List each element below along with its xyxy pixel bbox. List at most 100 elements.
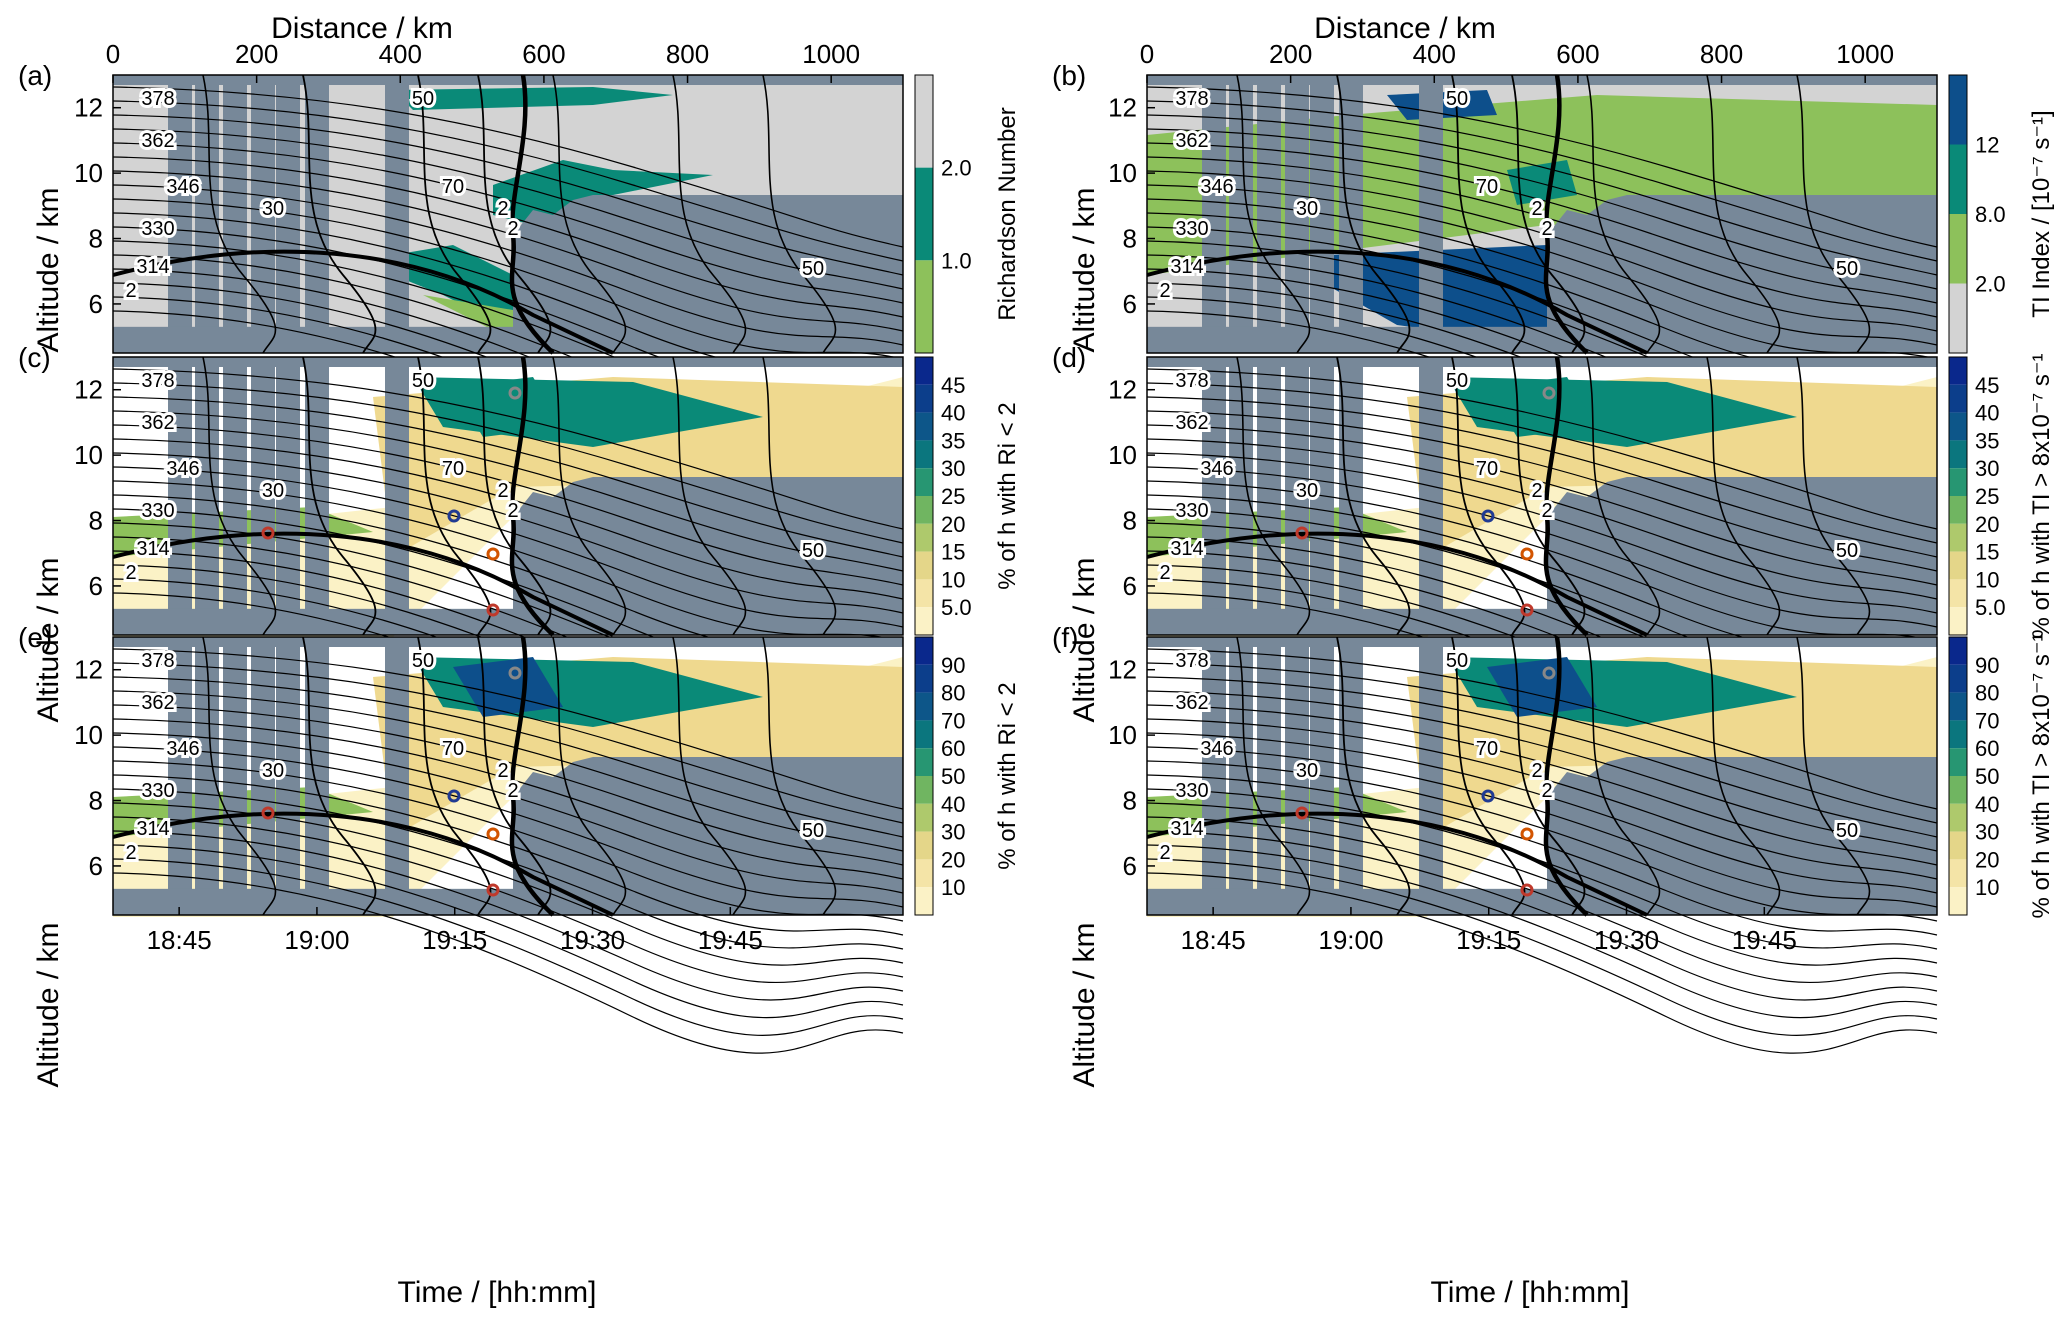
colorbar-tick-label: 25 [1975, 484, 1999, 509]
masked-top [1147, 75, 1937, 85]
colorbar-tick-label: 20 [1975, 512, 1999, 537]
x-top-tick-label: 1000 [1836, 39, 1894, 69]
y-tick-label: 10 [1108, 720, 1137, 750]
contour-label: 2 [1531, 198, 1542, 220]
y-tick-label: 6 [89, 289, 103, 319]
contour-label: 50 [1446, 370, 1468, 392]
isentrope-line [112, 466, 904, 628]
isentrope-line [112, 648, 904, 810]
isentrope-line [112, 662, 904, 824]
wind-contour-2 [1451, 636, 1526, 916]
colorbar-frame [1948, 74, 1968, 354]
y-tick-label: 6 [1123, 289, 1137, 319]
colorbar-tick-label: 10 [941, 567, 965, 592]
contour-label: 2 [1159, 280, 1170, 302]
colorbar-label: TI Index / [10⁻⁷ s⁻¹] [2028, 110, 2055, 317]
contour-label: 70 [442, 738, 464, 760]
wind-contour-1 [1336, 74, 1411, 354]
pv-2-line [112, 811, 614, 917]
x-top-tick-label: 800 [1700, 39, 1743, 69]
masked-ground [113, 608, 513, 635]
x-top-tick-label: 600 [522, 39, 565, 69]
y-tick-label: 8 [89, 786, 103, 816]
x-top-tick-label: 200 [1269, 39, 1312, 69]
masked-column [1310, 647, 1334, 915]
colorbar-tick-label: 90 [941, 653, 965, 678]
contour-label: 346 [166, 176, 199, 198]
colorbar-tick-label: 80 [941, 681, 965, 706]
masked-column [1257, 85, 1281, 353]
isentrope-line [112, 788, 904, 950]
wind-contour-3 [1511, 356, 1586, 636]
wind-contour-1 [1336, 636, 1411, 916]
contour-label: 50 [1836, 258, 1858, 280]
colorbar-segment [915, 579, 933, 608]
isentrope-line [112, 690, 904, 852]
contour-label: 2 [1541, 218, 1552, 240]
masked-column [276, 85, 300, 353]
x-bottom-tick-label: 19:30 [1594, 925, 1659, 955]
colorbar-segment [915, 720, 933, 749]
isentrope-line [1146, 170, 1938, 332]
wind-contour-0 [202, 356, 277, 636]
contour-label: 314 [136, 538, 169, 560]
wind-contour-2 [417, 74, 492, 354]
wind-contour-3 [477, 356, 552, 636]
isentrope-line [1146, 128, 1938, 290]
isentrope-line [1146, 676, 1938, 838]
wind-contour-4 [552, 356, 627, 636]
contour-label: 330 [1175, 218, 1208, 240]
isentrope-line [1146, 858, 1938, 1036]
field-patch [393, 87, 673, 110]
marker-point [486, 603, 500, 617]
x-top-tick-label: 200 [235, 39, 278, 69]
masked-column [1285, 647, 1309, 915]
colorbar-frame [1948, 356, 1968, 636]
masked-region [1547, 757, 1937, 915]
contour-label: 30 [1296, 760, 1318, 782]
colorbar-segment [1949, 214, 1967, 284]
wind-contour-3 [1511, 636, 1586, 916]
masked-column [1310, 367, 1334, 635]
colorbar-segment [1949, 468, 1967, 496]
y-tick-label: 8 [89, 224, 103, 254]
contour-label: 50 [802, 258, 824, 280]
y-axis-label-f: Altitude / km [1068, 922, 1101, 1087]
marker-point [261, 526, 275, 540]
contour-label: 314 [1170, 818, 1203, 840]
colorbar-segment [1949, 144, 1967, 214]
x-bottom-tick-label: 19:45 [1732, 925, 1797, 955]
isentrope-line [1146, 410, 1938, 572]
contour-label: 2 [1531, 480, 1542, 502]
isentrope-line [112, 396, 904, 558]
contour-label: 378 [1175, 370, 1208, 392]
colorbar-frame [1948, 636, 1968, 916]
colorbar-segment [1949, 887, 1967, 915]
masked-region [513, 757, 903, 915]
wind-contour-6 [762, 74, 837, 354]
panel-letter: (c) [18, 342, 51, 373]
marker-point [508, 666, 522, 680]
marker-point [508, 386, 522, 400]
pv-2-line [1146, 531, 1648, 637]
contour-label: 378 [141, 370, 174, 392]
y-tick-label: 6 [89, 571, 103, 601]
colorbar-tick-label: 15 [941, 540, 965, 565]
isentrope-line [112, 872, 904, 1054]
marker-point [1542, 386, 1556, 400]
masked-column [223, 367, 247, 635]
y-axis-label-a: Altitude / km [32, 187, 65, 352]
y-tick-label: 12 [74, 375, 103, 405]
contour-label: 2 [507, 218, 518, 240]
x-top-tick-label: 0 [1140, 39, 1154, 69]
colorbar-segment [915, 607, 933, 635]
colorbar-tick-label: 20 [941, 847, 965, 872]
isentrope-line [1146, 452, 1938, 614]
x-top-tick-label: 1000 [802, 39, 860, 69]
colorbar-segment [915, 167, 933, 261]
plot-frame [1146, 74, 1938, 354]
isentrope-line [112, 774, 904, 936]
colorbar-tick-label: 35 [941, 428, 965, 453]
